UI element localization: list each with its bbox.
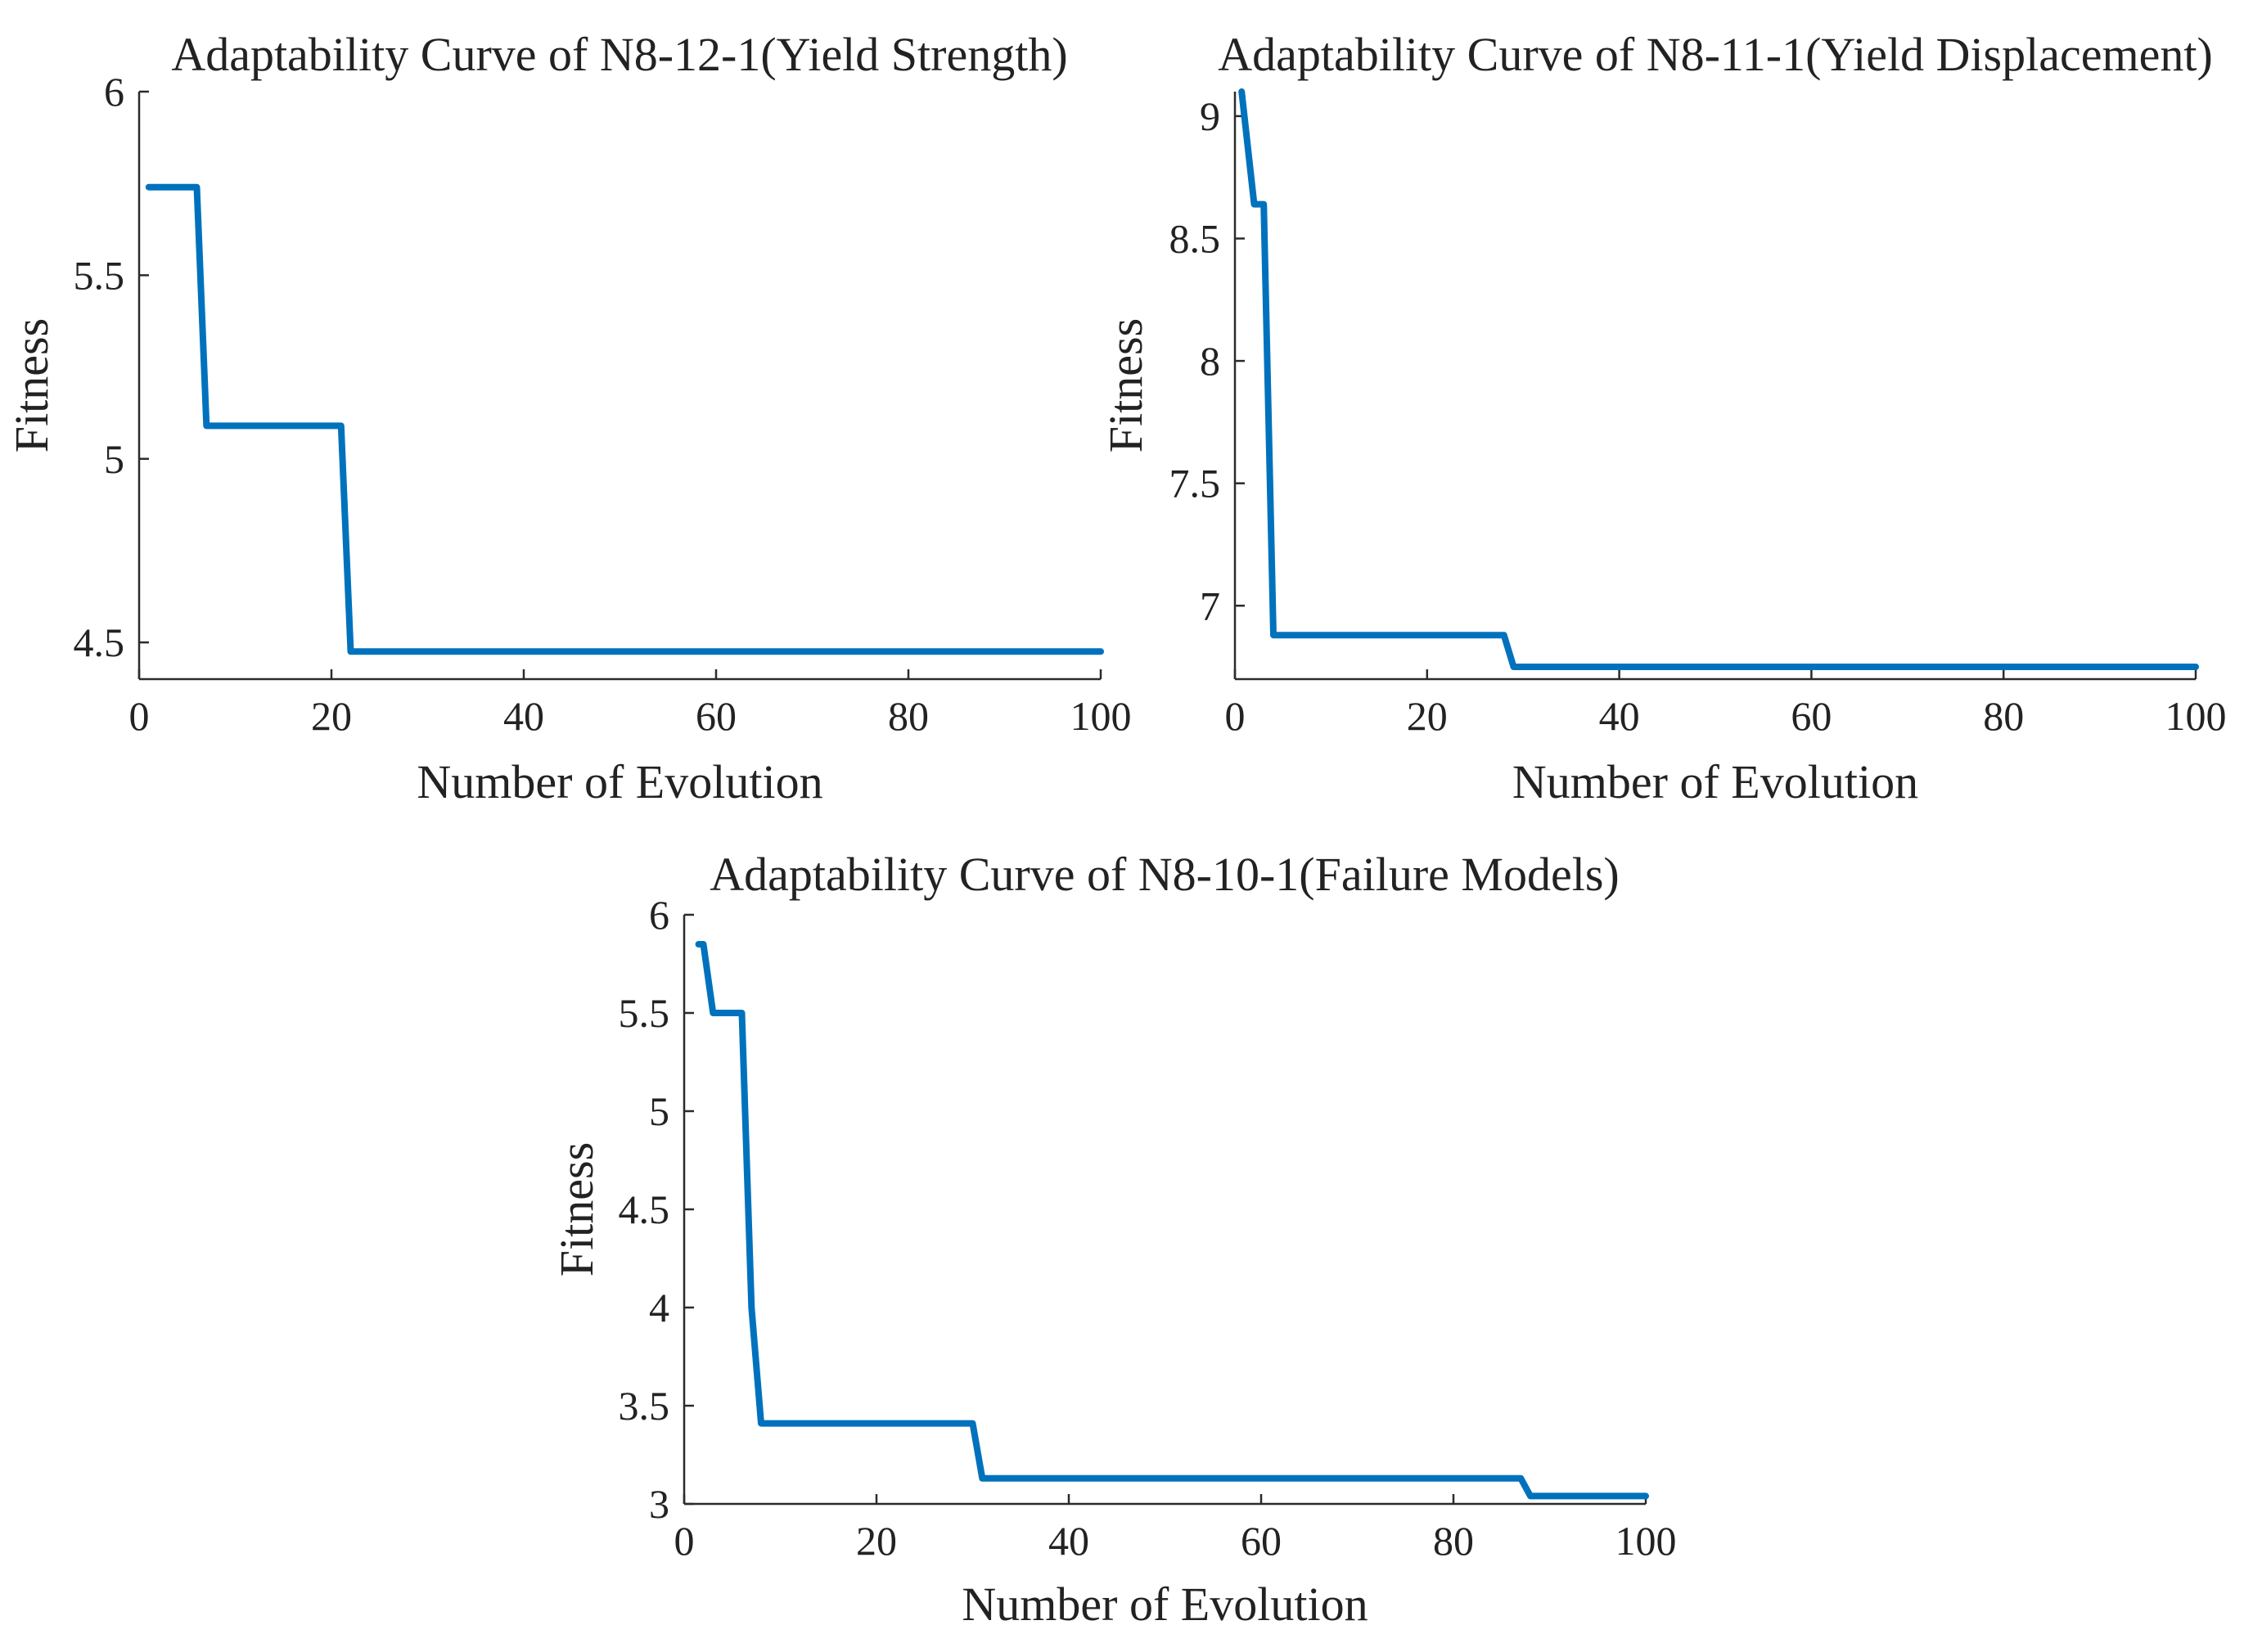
y-axis-label: Fitness [1099, 318, 1152, 452]
x-tick-label: 80 [1433, 1518, 1474, 1564]
chart-yield-strength: Adaptability Curve of N8-12-1(Yield Stre… [5, 28, 1132, 808]
x-axis-label: Number of Evolution [962, 1578, 1368, 1631]
y-tick-label: 5 [104, 436, 124, 482]
x-tick-label: 0 [1225, 693, 1246, 739]
x-tick-label: 20 [1407, 693, 1448, 739]
y-tick-label: 3.5 [619, 1383, 670, 1429]
y-axis-label: Fitness [550, 1142, 603, 1276]
y-tick-label: 5.5 [619, 990, 670, 1036]
chart-title: Adaptability Curve of N8-11-1(Yield Disp… [1218, 28, 2213, 81]
fitness-series-line [1238, 88, 2199, 670]
x-tick-label: 80 [888, 693, 929, 739]
y-tick-label: 4.5 [74, 619, 125, 665]
x-tick-label: 60 [696, 693, 737, 739]
x-tick-label: 0 [674, 1518, 695, 1564]
x-tick-label: 40 [1599, 693, 1640, 739]
x-tick-label: 60 [1791, 693, 1832, 739]
chart-title: Adaptability Curve of N8-12-1(Yield Stre… [171, 28, 1067, 81]
y-tick-label: 7.5 [1169, 461, 1221, 506]
y-tick-label: 7 [1200, 583, 1220, 628]
y-tick-label: 6 [104, 69, 124, 115]
fitness-series-line [695, 941, 1649, 1500]
x-tick-label: 0 [129, 693, 150, 739]
x-tick-label: 100 [1070, 693, 1132, 739]
y-tick-label: 8 [1200, 338, 1220, 384]
x-tick-label: 60 [1241, 1518, 1282, 1564]
y-tick-label: 5.5 [74, 252, 125, 298]
chart-yield-displacement: Adaptability Curve of N8-11-1(Yield Disp… [1099, 28, 2227, 808]
chart-failure-models: Adaptability Curve of N8-10-1(Failure Mo… [550, 848, 1677, 1631]
x-axis-label: Number of Evolution [1512, 755, 1918, 808]
y-tick-label: 5 [649, 1088, 669, 1134]
fitness-series-line [145, 183, 1104, 655]
chart-title: Adaptability Curve of N8-10-1(Failure Mo… [710, 848, 1619, 901]
x-axis-label: Number of Evolution [417, 755, 822, 808]
x-tick-label: 80 [1983, 693, 2024, 739]
y-tick-label: 6 [649, 892, 669, 938]
x-tick-label: 20 [856, 1518, 897, 1564]
x-tick-label: 40 [503, 693, 544, 739]
x-tick-label: 20 [311, 693, 352, 739]
x-tick-label: 100 [2165, 693, 2227, 739]
y-tick-label: 4 [649, 1285, 669, 1330]
y-tick-label: 3 [649, 1481, 669, 1527]
x-tick-label: 100 [1615, 1518, 1677, 1564]
y-tick-label: 9 [1200, 93, 1220, 139]
y-tick-label: 8.5 [1169, 216, 1221, 262]
x-tick-label: 40 [1048, 1518, 1089, 1564]
y-tick-label: 4.5 [619, 1186, 670, 1232]
y-axis-label: Fitness [5, 318, 58, 452]
